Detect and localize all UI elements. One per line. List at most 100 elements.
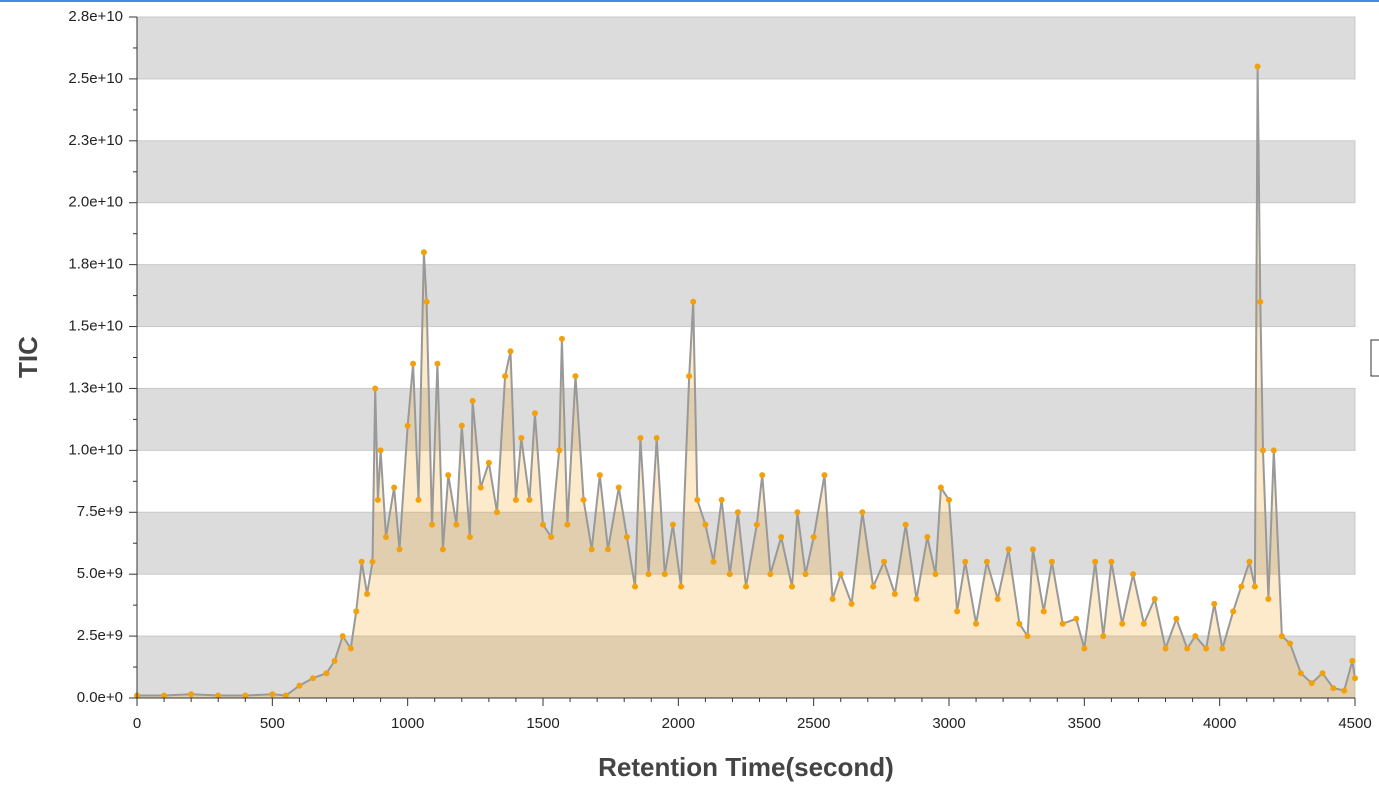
point (518, 434, 525, 441)
point (410, 360, 417, 367)
point (767, 571, 774, 578)
point (1259, 447, 1266, 454)
y-tick-label: 2.0e+10 (68, 194, 123, 211)
point (924, 534, 931, 541)
point (1092, 558, 1099, 565)
point (347, 645, 354, 652)
point (994, 595, 1001, 602)
point (161, 692, 168, 699)
point (429, 521, 436, 528)
point (540, 521, 546, 528)
point (1341, 687, 1348, 694)
point (983, 558, 990, 565)
y-tick-label: 1.0e+10 (68, 441, 123, 458)
point (962, 558, 969, 565)
point (572, 373, 579, 380)
point (377, 447, 384, 454)
y-tick-label: 7.5e+9 (77, 503, 123, 520)
point (1219, 645, 1226, 652)
grid-band (136, 511, 1356, 575)
grid-band (136, 387, 1356, 451)
point (794, 509, 801, 516)
point (789, 583, 796, 590)
point (759, 472, 766, 479)
point (396, 546, 403, 553)
point (1130, 571, 1137, 578)
point (946, 496, 952, 503)
point (466, 534, 473, 541)
point (548, 534, 555, 541)
point (242, 692, 249, 699)
point (718, 496, 725, 503)
point (391, 484, 398, 491)
point (1108, 558, 1115, 565)
point (564, 521, 571, 528)
point (632, 583, 639, 590)
point (434, 360, 441, 367)
point (1016, 620, 1023, 627)
point (837, 571, 844, 578)
point (1073, 615, 1080, 622)
point (902, 521, 909, 528)
point (829, 595, 836, 602)
point (1048, 558, 1055, 565)
point (913, 595, 920, 602)
point (1024, 633, 1031, 640)
point (296, 682, 303, 689)
point (323, 670, 330, 677)
point (531, 410, 538, 417)
point (1059, 620, 1066, 627)
point (932, 571, 939, 578)
point (485, 459, 492, 466)
x-tick-label: 0 (133, 715, 141, 732)
point (734, 509, 741, 516)
point (188, 691, 195, 698)
point (821, 472, 828, 479)
point (493, 509, 500, 516)
point (331, 657, 338, 664)
x-axis-title: Retention Time(second) (598, 752, 894, 782)
y-tick-label: 0.0e+0 (77, 689, 123, 706)
point (1211, 600, 1218, 607)
y-tick-label: 1.8e+10 (68, 256, 123, 273)
point (1308, 680, 1315, 687)
point (556, 447, 563, 454)
point (439, 546, 446, 553)
point (374, 496, 381, 503)
point (358, 558, 365, 565)
point (453, 521, 460, 528)
point (415, 496, 422, 503)
point (1257, 298, 1264, 305)
grid-band (136, 16, 1356, 80)
point (420, 249, 427, 256)
point (580, 496, 587, 503)
point (661, 571, 668, 578)
y-tick-label: 2.5e+10 (68, 70, 123, 87)
point (753, 521, 760, 528)
point (810, 534, 817, 541)
point (507, 348, 514, 355)
point (1230, 608, 1237, 615)
point (1270, 447, 1277, 454)
point (269, 691, 276, 698)
point (870, 583, 877, 590)
y-tick-label: 2.3e+10 (68, 132, 123, 149)
point (445, 472, 452, 479)
point (596, 472, 603, 479)
point (588, 546, 595, 553)
y-tick-label: 2.8e+10 (68, 8, 123, 25)
point (383, 534, 390, 541)
point (1265, 595, 1272, 602)
point (1081, 645, 1088, 652)
y-tick-label: 1.3e+10 (68, 379, 123, 396)
point (881, 558, 888, 565)
x-tick-label: 2500 (797, 715, 830, 732)
point (1352, 675, 1358, 682)
point (653, 434, 660, 441)
point (1246, 558, 1253, 565)
point (215, 692, 222, 699)
x-tick-label: 500 (260, 715, 285, 732)
point (726, 571, 733, 578)
